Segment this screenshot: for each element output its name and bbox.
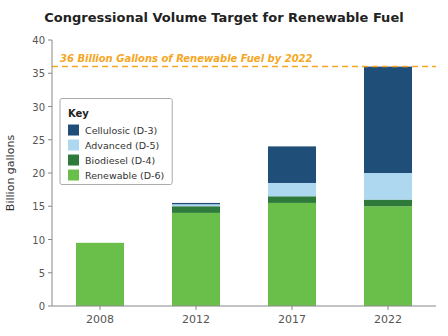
x-tick-label: 2022 bbox=[374, 313, 402, 326]
y-tick-label: 40 bbox=[32, 35, 45, 46]
y-tick-label: 25 bbox=[32, 135, 45, 146]
bar-segment bbox=[76, 242, 124, 243]
x-axis bbox=[52, 306, 436, 307]
x-tick bbox=[100, 306, 101, 310]
x-tick-label: 2008 bbox=[86, 313, 114, 326]
y-tick bbox=[48, 306, 52, 307]
bar-segment bbox=[268, 196, 316, 203]
legend-swatch bbox=[68, 170, 79, 181]
bar-segment bbox=[364, 67, 412, 173]
bar-segment bbox=[364, 206, 412, 306]
legend-swatch bbox=[68, 140, 79, 151]
y-tick bbox=[48, 139, 52, 140]
title: Congressional Volume Target for Renewabl… bbox=[44, 10, 403, 25]
x-tick bbox=[292, 306, 293, 310]
legend-label: Renewable (D-6) bbox=[85, 170, 164, 181]
legend: Key Cellulosic (D-3) Advanced (D-5) Biodies… bbox=[60, 99, 172, 185]
y-tick bbox=[48, 73, 52, 74]
legend-swatch bbox=[68, 125, 79, 136]
reference-line bbox=[52, 66, 436, 68]
y-tick-label: 10 bbox=[32, 235, 45, 246]
annotation: 36 Billion Gallons of Renewable Fuel by … bbox=[60, 53, 313, 64]
bar-segment bbox=[172, 206, 220, 213]
bar-segment bbox=[172, 204, 220, 206]
x-tick bbox=[196, 306, 197, 310]
bar-segment bbox=[364, 200, 412, 207]
y-tick bbox=[48, 272, 52, 273]
bar-segment bbox=[76, 243, 124, 306]
y-tick bbox=[48, 40, 52, 41]
y-tick-label: 35 bbox=[32, 68, 45, 79]
legend-title: Key bbox=[68, 108, 89, 119]
bar-segment bbox=[268, 183, 316, 196]
y-axis bbox=[52, 40, 53, 306]
bars bbox=[52, 67, 436, 306]
bar-segment bbox=[172, 213, 220, 306]
y-tick bbox=[48, 106, 52, 107]
bar-segment bbox=[172, 203, 220, 204]
x-tick-label: 2012 bbox=[182, 313, 210, 326]
legend-label: Biodiesel (D-4) bbox=[85, 155, 155, 166]
y-tick bbox=[48, 173, 52, 174]
bar-segment bbox=[364, 173, 412, 200]
bar-segment bbox=[268, 203, 316, 306]
y-tick bbox=[48, 239, 52, 240]
y-tick-label: 0 bbox=[39, 301, 45, 312]
chart: Congressional Volume Target for Renewabl… bbox=[0, 0, 448, 336]
y-axis-label: Billion gallons bbox=[4, 135, 17, 212]
bar-segment bbox=[76, 242, 124, 243]
x-tick-label: 2017 bbox=[278, 313, 306, 326]
bar-segment bbox=[76, 242, 124, 243]
legend-swatch bbox=[68, 155, 79, 166]
bar-segment bbox=[268, 146, 316, 183]
y-tick-label: 5 bbox=[39, 268, 45, 279]
x-tick bbox=[388, 306, 389, 310]
y-tick-label: 30 bbox=[32, 102, 45, 113]
legend-label: Advanced (D-5) bbox=[85, 140, 159, 151]
y-tick-label: 20 bbox=[32, 168, 45, 179]
legend-box bbox=[60, 99, 172, 185]
legend-label: Cellulosic (D-3) bbox=[85, 125, 157, 136]
y-tick bbox=[48, 206, 52, 207]
y-tick-label: 15 bbox=[32, 201, 45, 212]
